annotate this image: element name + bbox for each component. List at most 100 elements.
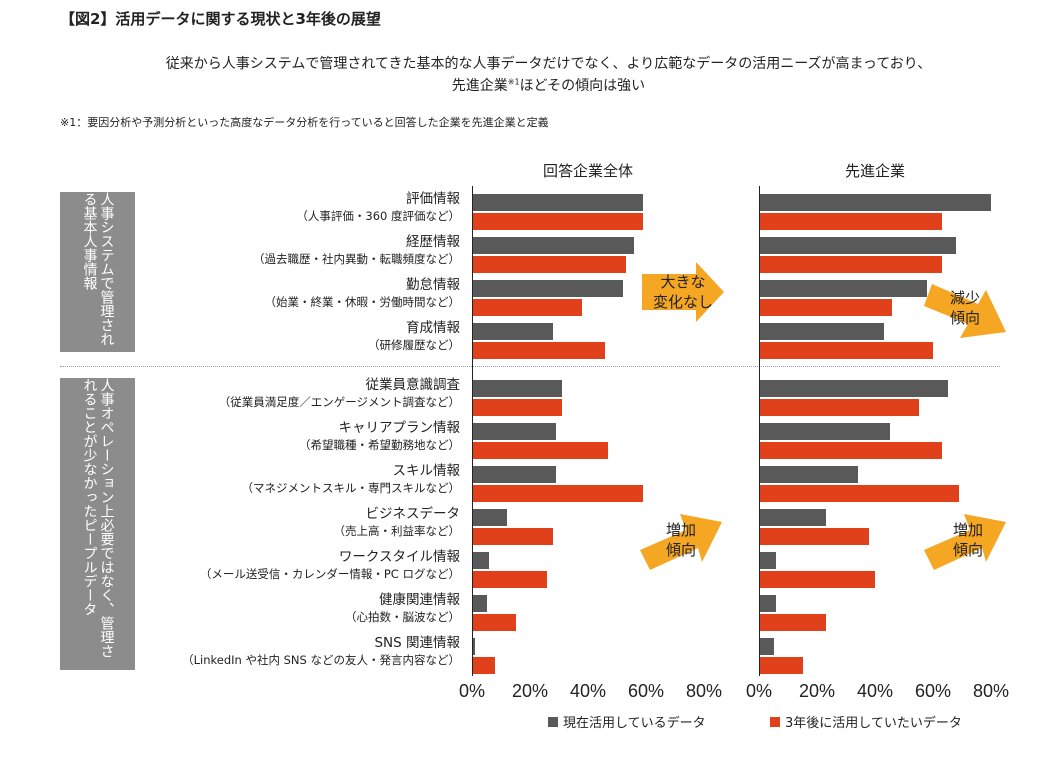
bar-future-all: [473, 442, 609, 459]
bar-current-advanced: [760, 380, 948, 397]
category-name: ビジネスデータ: [365, 506, 461, 522]
category-name: 健康関連情報: [379, 592, 460, 608]
bar-future-advanced: [760, 256, 942, 273]
x-tick-label: 80%: [972, 681, 1010, 701]
bar-current-all: [473, 423, 557, 440]
category-detail: （希望職種・希望勤務地など）: [299, 438, 460, 452]
bar-future-all: [473, 657, 496, 674]
category-name: スキル情報: [392, 463, 461, 479]
group-label-basic: 人事システムで管理される基本人事情報: [81, 192, 115, 346]
category-name: 勤怠情報: [406, 277, 460, 293]
bar-future-all: [473, 299, 583, 316]
x-tick-label: 80%: [685, 681, 723, 701]
x-tick-label: 40%: [569, 681, 607, 701]
arrow-label-decrease: 減少 傾向: [949, 289, 980, 327]
bar-future-all: [473, 213, 644, 230]
arrow-up-right-icon: [640, 512, 730, 580]
panel-title-all: 回答企業全体: [542, 162, 633, 180]
legend-label-current: 現在活用しているデータ: [563, 716, 706, 731]
axis-line-all: [472, 186, 473, 676]
footnote: ※1：要因分析や予測分析といった高度なデータ分析を行っていると回答した企業を先進…: [60, 116, 549, 129]
bar-current-all: [473, 194, 644, 211]
bar-future-advanced: [760, 442, 942, 459]
x-tick-label: 40%: [856, 681, 894, 701]
category-detail: （研修履歴など）: [368, 338, 460, 352]
category-label: 評価情報 （人事評価・360 度評価など）: [296, 190, 460, 224]
bar-current-advanced: [760, 323, 884, 340]
subtitle-line-1: 従来から人事システムで管理されてきた基本的な人事データだけでなく、より広範なデー…: [165, 56, 932, 72]
bar-future-advanced: [760, 485, 960, 502]
bar-current-all: [473, 237, 635, 254]
bar-future-advanced: [760, 657, 803, 674]
group-label-people: 人事オペレーション上必要ではなく、管理されることが少なかったピープルデータ: [81, 378, 115, 658]
legend-item-current: 現在活用しているデータ: [548, 712, 706, 731]
bar-future-all: [473, 571, 548, 588]
bar-future-advanced: [760, 213, 942, 230]
bar-future-advanced: [760, 342, 933, 359]
bar-current-advanced: [760, 423, 890, 440]
x-tick-label: 20%: [798, 681, 836, 701]
category-detail: （従業員満足度／エンゲージメント調査など）: [218, 395, 460, 409]
category-label: キャリアプラン情報 （希望職種・希望勤務地など）: [299, 419, 460, 453]
legend-item-future: 3年後に活用していたいデータ: [770, 712, 962, 731]
category-name: キャリアプラン情報: [338, 420, 461, 436]
category-name: 従業員意識調査: [365, 377, 461, 393]
category-name: ワークスタイル情報: [338, 549, 460, 565]
bar-current-advanced: [760, 466, 858, 483]
arrow-label-no-change: 大きな 変化なし: [652, 273, 713, 311]
category-detail: （人事評価・360 度評価など）: [296, 209, 460, 223]
category-name: 評価情報: [406, 191, 460, 207]
bar-future-all: [473, 614, 516, 631]
category-label: ワークスタイル情報 （メール送受信・カレンダー情報・PC ログなど）: [200, 548, 460, 582]
bar-current-all: [473, 466, 557, 483]
bar-future-advanced: [760, 528, 870, 545]
category-detail: （過去職歴・社内異動・転職頻度など）: [253, 252, 460, 266]
x-tick-label: 0%: [458, 681, 485, 701]
subtitle-line-2-pre: 先進企業: [451, 78, 508, 94]
x-tick-label: 20%: [511, 681, 549, 701]
bar-future-advanced: [760, 614, 826, 631]
arrow-label-increase-all: 増加 傾向: [665, 521, 696, 559]
category-name: 経歴情報: [406, 234, 460, 250]
x-tick-label: 60%: [914, 681, 952, 701]
subtitle-footnote-mark: ※1: [507, 77, 520, 87]
group-box-people: 人事オペレーション上必要ではなく、管理されることが少なかったピープルデータ: [60, 378, 135, 670]
bar-current-all: [473, 638, 475, 655]
category-detail: （始業・終業・休暇・労働時間など）: [264, 295, 461, 309]
category-name: SNS 関連情報: [374, 635, 460, 651]
bar-current-all: [473, 509, 507, 526]
bar-current-all: [473, 323, 554, 340]
bar-future-advanced: [760, 299, 893, 316]
bar-current-advanced: [760, 509, 826, 526]
category-label: 育成情報 （研修履歴など）: [368, 319, 460, 353]
category-label: 従業員意識調査 （従業員満足度／エンゲージメント調査など）: [219, 376, 460, 410]
arrow-down-right-icon: [924, 282, 1012, 346]
bar-future-advanced: [760, 571, 875, 588]
x-tick-label: 0%: [745, 681, 772, 701]
category-label: 経歴情報 （過去職歴・社内異動・転職頻度など）: [253, 233, 460, 267]
category-label: ビジネスデータ （売上高・利益率など）: [334, 505, 461, 539]
arrow-up-right-icon: [924, 512, 1014, 580]
category-detail: （メール送受信・カレンダー情報・PC ログなど）: [199, 567, 460, 581]
category-detail: （マネジメントスキル・専門スキルなど）: [241, 481, 461, 495]
bar-future-all: [473, 342, 606, 359]
bar-current-advanced: [760, 237, 957, 254]
group-divider: [60, 366, 1000, 367]
group-box-basic: 人事システムで管理される基本人事情報: [60, 192, 135, 352]
subtitle-line-2-post: ほどその傾向は強い: [519, 78, 646, 94]
bar-current-advanced: [760, 595, 777, 612]
x-tick-label: 60%: [627, 681, 665, 701]
category-label: 勤怠情報 （始業・終業・休暇・労働時間など）: [265, 276, 461, 310]
bar-current-all: [473, 595, 487, 612]
category-label: SNS 関連情報 （LinkedIn や社内 SNS などの友人・発言内容など）: [182, 634, 460, 668]
bar-future-all: [473, 528, 554, 545]
bar-future-all: [473, 399, 562, 416]
bar-future-all: [473, 485, 644, 502]
axis-line-advanced: [759, 186, 760, 676]
bar-future-all: [473, 256, 626, 273]
bar-current-advanced: [760, 638, 774, 655]
figure-title: 【図2】活用データに関する現状と3年後の展望: [60, 10, 381, 28]
bar-current-all: [473, 280, 623, 297]
arrow-right-icon: [642, 262, 734, 326]
category-label: スキル情報 （マネジメントスキル・専門スキルなど）: [242, 462, 461, 496]
